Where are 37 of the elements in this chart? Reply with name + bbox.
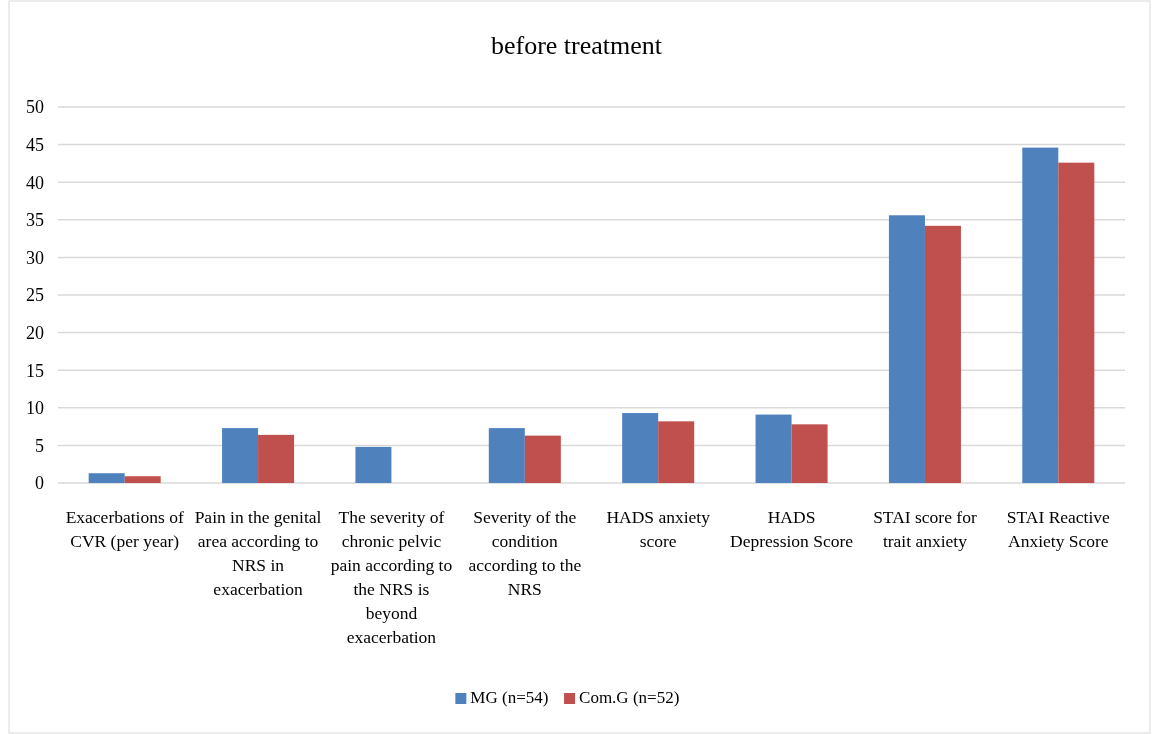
bar xyxy=(524,435,561,483)
x-tick-label: STAI Reactive Anxiety Score xyxy=(1006,507,1111,551)
bar xyxy=(888,215,925,483)
y-tick-label: 5 xyxy=(35,435,44,456)
bar xyxy=(488,428,525,483)
bar xyxy=(1022,147,1059,483)
chart-title: before treatment xyxy=(490,31,663,60)
bar xyxy=(124,476,161,483)
bar xyxy=(658,421,695,483)
y-tick-label: 10 xyxy=(26,398,44,419)
x-tick-label: STAI score for trait anxiety xyxy=(873,507,977,551)
x-tick-label: Severity of the condition according to the NRS xyxy=(468,507,582,599)
y-tick-label: 20 xyxy=(26,322,44,343)
legend-label: MG (n=54) xyxy=(470,688,549,707)
bar xyxy=(791,424,828,483)
y-tick-label: 30 xyxy=(26,247,44,268)
y-tick-label: 25 xyxy=(26,285,44,306)
bar xyxy=(222,428,259,483)
x-tick-label: Pain in the genital area according to NRS in exacerbation xyxy=(194,507,322,599)
legend-label: Com.G (n=52) xyxy=(579,688,680,707)
y-tick-label: 45 xyxy=(26,134,44,155)
x-tick-label: HADS anxiety score xyxy=(606,507,711,551)
y-tick-label: 15 xyxy=(26,360,44,381)
x-tick-label: The severity of chronic pelvic pain according to the NRS is beyond exacerbation xyxy=(330,507,453,647)
y-tick-label: 0 xyxy=(35,473,44,494)
bar xyxy=(258,434,295,483)
y-tick-label: 35 xyxy=(26,210,44,231)
bar xyxy=(924,225,961,483)
y-tick-label: 50 xyxy=(26,97,44,118)
y-tick-label: 40 xyxy=(26,172,44,193)
bar xyxy=(622,413,659,483)
bar xyxy=(88,473,125,483)
bar xyxy=(1058,162,1095,483)
x-tick-label: Exacerbations of CVR (per year) xyxy=(65,507,184,551)
bar xyxy=(755,414,792,483)
bar xyxy=(355,446,392,483)
x-tick-label: HADS Depression Score xyxy=(730,507,854,551)
